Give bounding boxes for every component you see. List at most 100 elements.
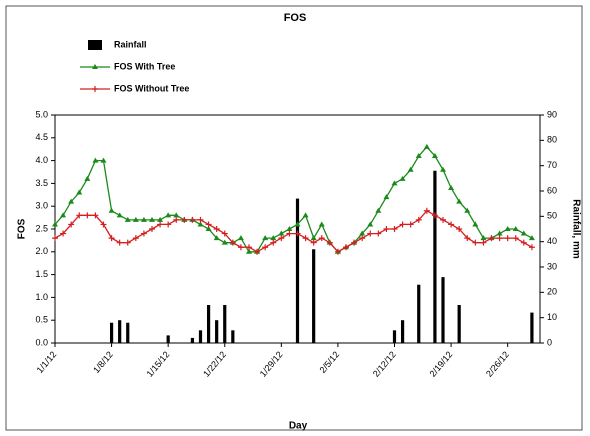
point-marker (60, 230, 67, 237)
point-marker (440, 216, 446, 223)
y-tick-label: 4.0 (35, 155, 48, 165)
y-tick-label: 2.5 (35, 223, 48, 233)
point-marker (448, 184, 455, 190)
x-axis-label: Day (289, 421, 308, 432)
rain-bar (433, 170, 437, 343)
point-marker (415, 216, 422, 223)
point-marker (456, 226, 463, 232)
x-tick-label: 2/19/12 (427, 349, 454, 378)
point-marker (254, 248, 261, 255)
point-marker (383, 226, 390, 232)
point-marker (367, 230, 374, 237)
rain-bar (190, 337, 195, 343)
rain-bar (223, 305, 227, 343)
point-marker (310, 239, 317, 246)
y2-tick-label: 80 (547, 135, 557, 145)
point-marker (326, 239, 333, 246)
point-marker (423, 207, 430, 214)
y-tick-label: 0.0 (35, 337, 48, 347)
point-marker (504, 226, 511, 231)
point-marker (528, 244, 535, 251)
y2-tick-label: 40 (547, 236, 557, 246)
point-marker (132, 235, 139, 242)
point-marker (108, 235, 115, 242)
point-marker (407, 166, 414, 172)
x-tick-label: 2/26/12 (484, 349, 511, 378)
point-marker (334, 248, 341, 255)
x-tick-label: 1/1/12 (35, 349, 59, 375)
rain-bar (109, 322, 114, 343)
point-marker (213, 235, 220, 241)
point-marker (318, 235, 325, 242)
point-marker (140, 216, 147, 222)
point-marker (221, 230, 228, 237)
point-marker (286, 226, 293, 231)
point-marker (351, 239, 358, 246)
point-marker (270, 235, 277, 241)
y2-tick-label: 70 (547, 160, 557, 170)
y-tick-label: 4.5 (35, 132, 48, 142)
point-marker (464, 207, 471, 213)
y2-tick-label: 20 (547, 287, 557, 297)
y-tick-label: 0.5 (35, 315, 48, 325)
point-marker (383, 194, 390, 200)
point-marker (68, 198, 75, 204)
point-marker (278, 235, 285, 242)
point-marker (480, 235, 487, 241)
rain-bar (166, 335, 170, 343)
point-marker (229, 239, 236, 246)
point-marker (431, 153, 438, 159)
rain-bar (457, 305, 461, 343)
point-marker (76, 212, 83, 219)
point-marker (270, 239, 277, 246)
point-marker (140, 230, 147, 237)
point-marker (520, 230, 527, 236)
point-marker (294, 221, 301, 227)
point-marker (213, 226, 220, 232)
point-marker (359, 230, 366, 236)
point-marker (431, 212, 438, 219)
point-marker (165, 212, 172, 218)
rain-bar (206, 305, 211, 343)
legend-label: FOS Without Tree (114, 83, 189, 93)
rain-bar (118, 320, 122, 343)
point-marker (205, 226, 212, 231)
point-marker (157, 216, 164, 222)
point-marker (286, 230, 293, 237)
rain-bar (441, 277, 445, 343)
point-marker (496, 235, 503, 242)
point-marker (302, 212, 309, 218)
point-marker (173, 216, 180, 223)
point-marker (68, 221, 75, 228)
point-marker (237, 244, 244, 251)
rain-bar (392, 330, 397, 343)
y2-tick-label: 30 (547, 261, 557, 271)
point-marker (237, 235, 244, 241)
point-marker (359, 235, 366, 242)
point-marker (116, 212, 123, 218)
y-tick-label: 3.0 (35, 201, 48, 211)
point-marker (262, 244, 269, 251)
point-marker (76, 189, 83, 195)
y-tick-label: 1.5 (35, 269, 48, 279)
point-marker (399, 221, 406, 228)
point-marker (496, 230, 503, 236)
point-marker (124, 239, 131, 246)
point-marker (132, 216, 139, 222)
point-marker (391, 226, 398, 232)
point-marker (488, 235, 495, 242)
point-marker (480, 239, 487, 246)
point-marker (84, 212, 91, 219)
rain-bar (530, 312, 534, 343)
point-marker (294, 230, 301, 237)
point-marker (84, 175, 91, 181)
point-marker (399, 175, 406, 181)
y-tick-label: 3.5 (35, 178, 48, 188)
point-marker (278, 230, 285, 236)
point-marker (52, 235, 58, 242)
point-marker (116, 239, 123, 246)
rain-bar (215, 320, 219, 343)
point-marker (205, 221, 212, 228)
x-tick-label: 1/29/12 (258, 349, 285, 378)
